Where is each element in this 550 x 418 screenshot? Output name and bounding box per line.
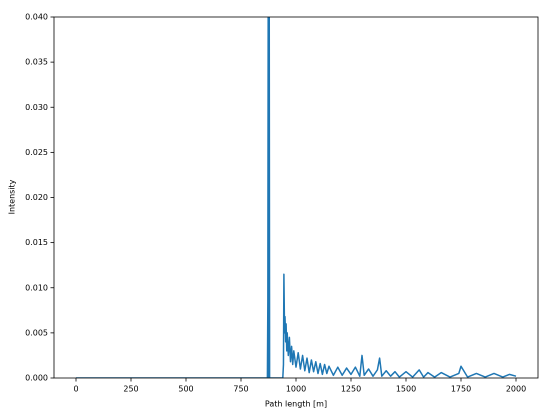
y-tick-label: 0.040: [25, 13, 48, 22]
x-tick-label: 750: [233, 385, 248, 394]
y-tick-label: 0.025: [25, 148, 48, 157]
y-tick-label: 0.030: [25, 103, 48, 112]
x-tick-label: 1750: [451, 385, 471, 394]
x-tick-label: 2000: [506, 385, 526, 394]
x-tick-label: 500: [178, 385, 193, 394]
x-tick-label: 1500: [396, 385, 416, 394]
line-series: [76, 17, 517, 378]
y-tick-label: 0.035: [25, 58, 48, 67]
plot-frame: [53, 16, 539, 379]
x-tick-label: 1000: [286, 385, 306, 394]
y-tick-label: 0.015: [25, 238, 48, 247]
y-tick-label: 0.020: [25, 193, 48, 202]
x-tick-label: 250: [123, 385, 138, 394]
plot-area: [76, 17, 517, 378]
x-tick-label: 0: [73, 385, 78, 394]
y-tick-label: 0.005: [25, 328, 48, 337]
y-tick-label: 0.010: [25, 283, 48, 292]
y-axis-label: Intensity: [8, 179, 17, 214]
x-axis-label: Path length [m]: [265, 400, 327, 409]
y-tick-label: 0.000: [25, 374, 48, 383]
x-tick-label: 1250: [341, 385, 361, 394]
